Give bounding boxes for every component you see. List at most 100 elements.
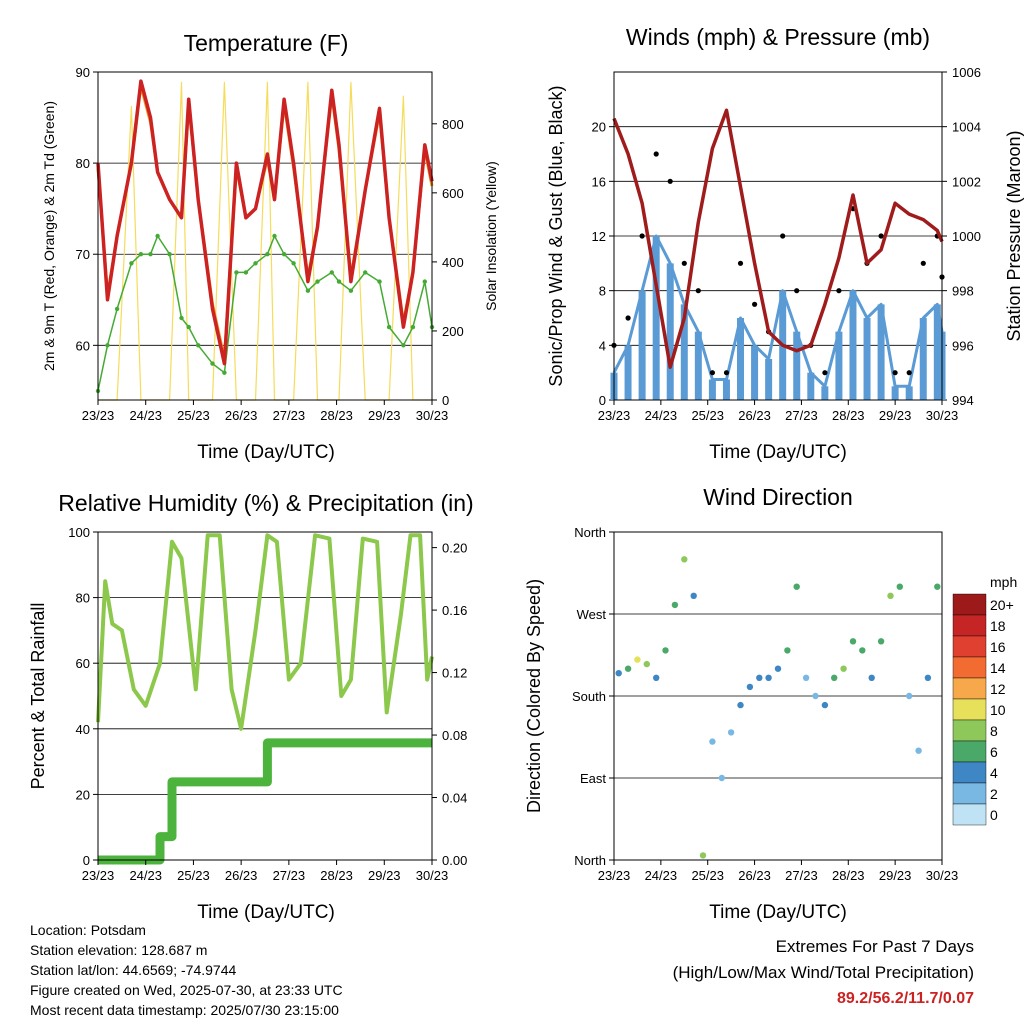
temperature-xlabel: Time (Day/UTC): [197, 442, 335, 463]
wind-ytick-label: 4: [599, 338, 606, 353]
legend-swatch: [952, 782, 987, 805]
winds-ylabel-left: Sonic/Prop Wind & Gust (Blue, Black): [546, 85, 566, 386]
direction-point: [774, 665, 782, 672]
extremes-title: Extremes For Past 7 Days: [775, 937, 974, 956]
temp-xtick-label: 25/23: [177, 408, 210, 423]
legend-label: 4: [990, 765, 998, 781]
legend-label: 8: [990, 723, 998, 739]
rh-ytick-label: 40: [76, 722, 90, 737]
legend-swatch: [952, 656, 987, 679]
legend-label: 0: [990, 807, 998, 823]
dir-xtick-label: 30/23: [926, 868, 959, 883]
gust-point: [695, 288, 701, 294]
direction-point: [849, 638, 857, 645]
gust-point: [920, 260, 926, 266]
location-text: Location: Potsdam: [30, 922, 146, 938]
rh-y2tick-label: 0.04: [442, 791, 467, 806]
rh-xtick-label: 28/23: [320, 868, 353, 883]
direction-point: [634, 656, 641, 663]
dir-xtick-label: 24/23: [645, 868, 678, 883]
winds-xlabel: Time (Day/UTC): [709, 442, 847, 463]
direction-point: [643, 660, 650, 668]
wind-xtick-label: 23/23: [598, 408, 631, 423]
legend-label: 6: [990, 744, 998, 760]
wind-ytick-label: 20: [592, 120, 606, 135]
legend-swatch: [952, 635, 987, 658]
wind-xtick-label: 30/23: [926, 408, 959, 423]
wind-ytick-label: 12: [592, 229, 606, 244]
dir-ytick-label: North: [574, 525, 606, 540]
gust-point: [737, 260, 744, 266]
dir-xtick-label: 25/23: [691, 868, 724, 883]
rh-ytick-label: 100: [68, 525, 90, 540]
gust-point: [681, 260, 687, 266]
gust-point: [639, 233, 645, 239]
rh-line: [96, 533, 434, 731]
direction-point: [709, 738, 716, 745]
temp-2m-line: [96, 79, 434, 366]
temperature-ylabel-left: 2m & 9m T (Red, Orange) & 2m Td (Green): [41, 101, 57, 371]
direction-point: [934, 583, 941, 590]
direction-point: [868, 674, 875, 681]
direction-point: [615, 670, 622, 677]
temp-ytick-label: 70: [76, 247, 90, 262]
temp-xtick-label: 27/23: [273, 408, 306, 423]
temp-y2tick-label: 800: [442, 117, 464, 132]
dir-xtick-label: 23/23: [598, 868, 631, 883]
gust-point: [752, 301, 758, 307]
temp-xtick-label: 26/23: [225, 408, 258, 423]
temp-xtick-label: 24/23: [129, 408, 162, 423]
precip-line: [98, 738, 432, 865]
legend-swatch: [952, 677, 987, 700]
legend-label: 12: [990, 681, 1006, 697]
temp-y2tick-label: 400: [442, 255, 464, 270]
direction-point: [653, 674, 660, 681]
legend-label: 18: [990, 618, 1006, 634]
direction-point: [662, 647, 669, 654]
rh-frame: [97, 531, 433, 861]
humidity-xlabel: Time (Day/UTC): [197, 902, 335, 923]
direction-point: [887, 592, 894, 599]
direction-point: [877, 638, 885, 645]
legend-label: 14: [990, 660, 1006, 676]
legend-label: 2: [990, 786, 998, 802]
gust-point: [780, 233, 786, 239]
legend-swatch: [952, 803, 987, 826]
legend-title: mph: [990, 574, 1017, 590]
rh-xtick-label: 25/23: [177, 868, 210, 883]
gust-point: [836, 288, 842, 294]
rh-xtick-label: 27/23: [273, 868, 306, 883]
wind-y2tick-label: 998: [952, 284, 974, 299]
direction-point: [906, 692, 913, 700]
dir-ytick-label: North: [574, 853, 606, 868]
gust-point: [822, 370, 828, 376]
legend-swatch: [952, 740, 987, 763]
dir-xtick-label: 29/23: [879, 868, 912, 883]
rh-xtick-label: 30/23: [416, 868, 449, 883]
legend-swatch: [952, 614, 987, 637]
rh-y2tick-label: 0.08: [442, 728, 467, 743]
direction-point: [896, 583, 903, 590]
gust-point: [653, 151, 659, 157]
extremes-values: 89.2/56.2/11.7/0.07: [836, 990, 974, 1007]
temp-frame: [97, 71, 433, 401]
extremes-box: Extremes For Past 7 Days (High/Low/Max W…: [673, 934, 974, 1012]
dir-xtick-label: 26/23: [738, 868, 771, 883]
direction-point: [690, 592, 697, 599]
latlon-text: Station lat/lon: 44.6569; -74.9744: [30, 962, 237, 978]
rh-xtick-label: 29/23: [368, 868, 401, 883]
legend-swatch: [952, 698, 987, 721]
rh-y2tick-label: 0.16: [442, 603, 467, 618]
rh-y2tick-label: 0.12: [442, 666, 467, 681]
temp-ytick-label: 60: [76, 338, 90, 353]
gust-point: [667, 178, 673, 184]
temp-y2tick-label: 600: [442, 186, 464, 201]
direction-point: [681, 556, 688, 563]
elevation-text: Station elevation: 128.687 m: [30, 942, 208, 958]
wind-xtick-label: 26/23: [738, 408, 771, 423]
dewpoint-line: [97, 235, 433, 392]
wind-xtick-label: 29/23: [879, 408, 912, 423]
dir-xtick-label: 28/23: [832, 868, 865, 883]
